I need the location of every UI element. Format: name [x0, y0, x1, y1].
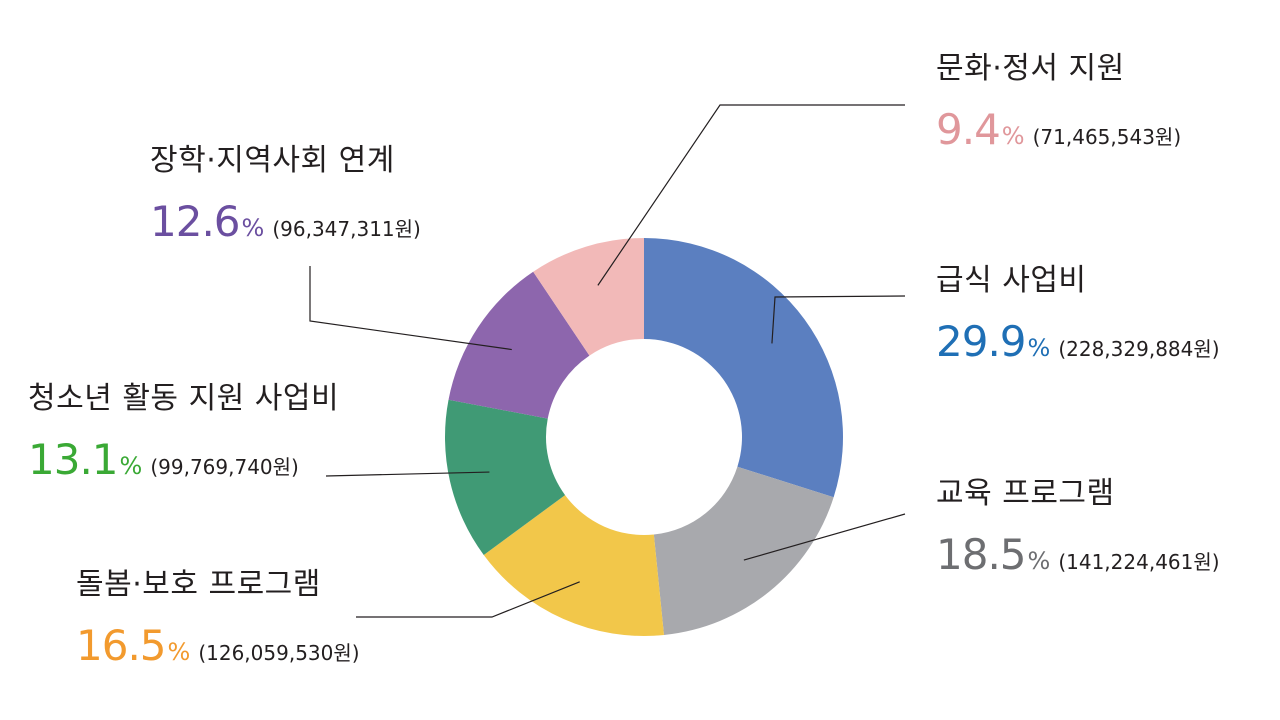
slice-edu — [653, 466, 834, 635]
percent-unit: % — [119, 452, 143, 480]
value-line: 9.4% (71,465,543원) — [936, 106, 1181, 163]
percent-value: 9.4 — [936, 105, 1001, 154]
value-line: 12.6% (96,347,311원) — [150, 198, 421, 255]
category-name: 교육 프로그램 — [936, 476, 1115, 511]
percent-unit: % — [1027, 547, 1051, 575]
leader-lines — [309, 104, 906, 618]
amount-value: (141,224,461원) — [1058, 550, 1220, 574]
percent-value: 18.5 — [936, 530, 1027, 579]
amount-value: (228,329,884원) — [1058, 337, 1220, 361]
percent-unit: % — [1001, 122, 1025, 150]
percent-value: 12.6 — [150, 197, 241, 246]
donut-slices — [444, 238, 843, 636]
percent-unit: % — [241, 214, 265, 242]
slice-meal — [644, 238, 843, 498]
slice-culture — [533, 238, 644, 356]
leader-line-youth — [325, 471, 490, 477]
label-care: 돌봄·보호 프로그램 16.5% (126,059,530원) — [76, 566, 360, 679]
category-name: 문화·정서 지원 — [936, 51, 1125, 86]
value-line: 13.1% (99,769,740원) — [28, 436, 339, 493]
percent-unit: % — [167, 638, 191, 666]
leader-line-culture — [597, 104, 905, 286]
label-meal: 급식 사업비 29.9% (228,329,884원) — [936, 262, 1220, 375]
amount-value: (96,347,311원) — [272, 217, 421, 241]
leader-line-care — [356, 581, 580, 618]
percent-value: 13.1 — [28, 435, 119, 484]
value-line: 16.5% (126,059,530원) — [76, 622, 360, 679]
slice-youth — [444, 399, 566, 555]
slice-scholar — [448, 271, 590, 419]
percent-unit: % — [1027, 334, 1051, 362]
value-line: 29.9% (228,329,884원) — [936, 318, 1220, 375]
label-culture: 문화·정서 지원 9.4% (71,465,543원) — [936, 50, 1181, 163]
category-name: 청소년 활동 지원 사업비 — [28, 381, 340, 416]
label-edu: 교육 프로그램 18.5% (141,224,461원) — [936, 475, 1220, 588]
amount-value: (99,769,740원) — [150, 455, 299, 479]
value-line: 18.5% (141,224,461원) — [936, 531, 1220, 588]
slice-care — [483, 495, 664, 636]
amount-value: (71,465,543원) — [1032, 125, 1182, 149]
label-youth: 청소년 활동 지원 사업비 13.1% (99,769,740원) — [28, 380, 339, 493]
leader-line-meal — [771, 295, 906, 344]
category-name: 장학·지역사회 연계 — [150, 143, 395, 178]
amount-value: (126,059,530원) — [198, 641, 360, 665]
leader-line-edu — [743, 513, 906, 561]
percent-value: 16.5 — [76, 621, 167, 670]
label-scholar: 장학·지역사회 연계 12.6% (96,347,311원) — [150, 142, 421, 255]
leader-line-scholar — [309, 266, 512, 351]
category-name: 급식 사업비 — [936, 263, 1087, 298]
percent-value: 29.9 — [936, 317, 1027, 366]
category-name: 돌봄·보호 프로그램 — [76, 567, 321, 602]
